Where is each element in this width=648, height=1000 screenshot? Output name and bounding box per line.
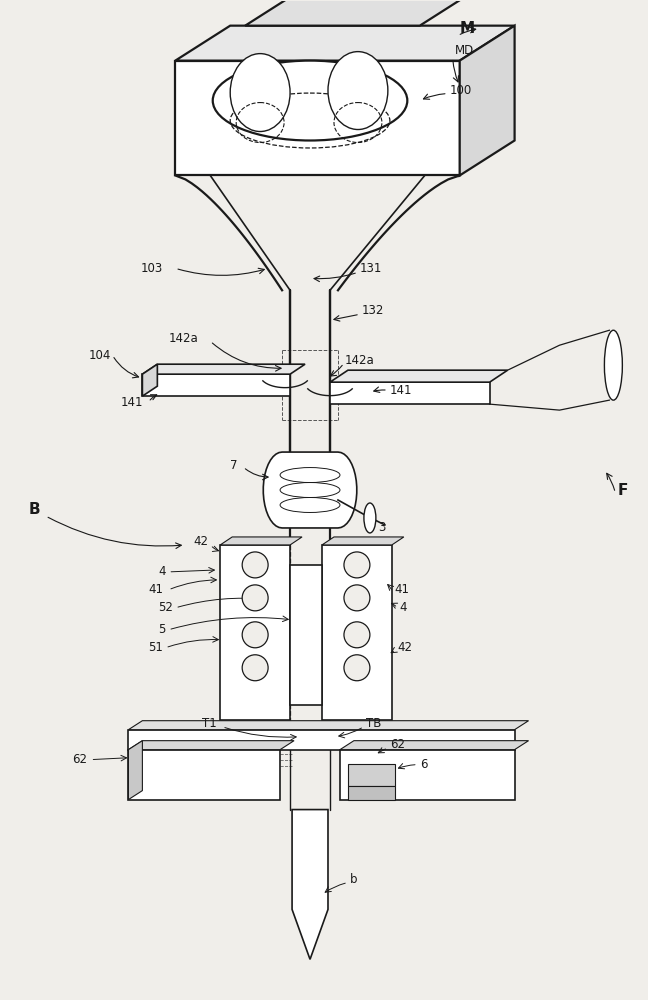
Circle shape bbox=[344, 585, 370, 611]
Text: M: M bbox=[459, 21, 475, 36]
Text: 104: 104 bbox=[89, 349, 111, 362]
Text: 131: 131 bbox=[360, 262, 382, 275]
Ellipse shape bbox=[364, 503, 376, 533]
Polygon shape bbox=[128, 741, 143, 800]
Polygon shape bbox=[220, 537, 302, 545]
Ellipse shape bbox=[230, 54, 290, 132]
Text: 103: 103 bbox=[141, 262, 163, 275]
Polygon shape bbox=[263, 452, 357, 528]
Polygon shape bbox=[348, 786, 395, 800]
Text: 6: 6 bbox=[420, 758, 427, 771]
Polygon shape bbox=[290, 565, 322, 705]
Text: B: B bbox=[29, 502, 40, 517]
Text: 4: 4 bbox=[158, 565, 166, 578]
Ellipse shape bbox=[328, 52, 388, 130]
Text: 61: 61 bbox=[355, 788, 370, 801]
Text: T1: T1 bbox=[202, 717, 217, 730]
Polygon shape bbox=[322, 545, 392, 720]
Text: b: b bbox=[350, 873, 358, 886]
Polygon shape bbox=[128, 730, 515, 750]
Text: 51: 51 bbox=[148, 641, 163, 654]
Polygon shape bbox=[245, 0, 475, 26]
Circle shape bbox=[344, 622, 370, 648]
Polygon shape bbox=[143, 374, 290, 396]
Circle shape bbox=[242, 585, 268, 611]
Polygon shape bbox=[330, 370, 507, 382]
Polygon shape bbox=[292, 810, 328, 959]
Text: 62: 62 bbox=[73, 753, 87, 766]
Polygon shape bbox=[176, 26, 515, 61]
Text: 3: 3 bbox=[378, 521, 386, 534]
Polygon shape bbox=[340, 750, 515, 800]
Text: 41: 41 bbox=[148, 583, 163, 596]
Text: F: F bbox=[618, 483, 628, 498]
Polygon shape bbox=[340, 741, 529, 750]
Polygon shape bbox=[330, 382, 490, 404]
Circle shape bbox=[344, 552, 370, 578]
Polygon shape bbox=[143, 364, 305, 374]
Polygon shape bbox=[128, 721, 529, 730]
Polygon shape bbox=[176, 61, 459, 175]
Text: 7: 7 bbox=[230, 459, 238, 472]
Polygon shape bbox=[459, 26, 515, 175]
Text: 142a: 142a bbox=[168, 332, 198, 345]
Text: 4: 4 bbox=[400, 601, 408, 614]
Text: 41: 41 bbox=[395, 583, 410, 596]
Polygon shape bbox=[322, 537, 404, 545]
Text: MD: MD bbox=[455, 44, 474, 57]
Ellipse shape bbox=[213, 61, 408, 140]
Ellipse shape bbox=[605, 330, 622, 400]
Polygon shape bbox=[128, 741, 294, 750]
Polygon shape bbox=[348, 764, 395, 786]
Text: 132: 132 bbox=[362, 304, 384, 317]
Text: 141: 141 bbox=[390, 384, 412, 397]
Text: 141: 141 bbox=[121, 396, 143, 409]
Circle shape bbox=[242, 622, 268, 648]
Text: 42: 42 bbox=[193, 535, 208, 548]
Text: 52: 52 bbox=[158, 601, 173, 614]
Text: 62: 62 bbox=[390, 738, 405, 751]
Circle shape bbox=[344, 655, 370, 681]
Polygon shape bbox=[143, 364, 157, 396]
Text: 100: 100 bbox=[450, 84, 472, 97]
Circle shape bbox=[242, 552, 268, 578]
Polygon shape bbox=[220, 545, 290, 720]
Text: 5: 5 bbox=[158, 623, 166, 636]
Polygon shape bbox=[128, 750, 280, 800]
Text: 42: 42 bbox=[398, 641, 413, 654]
Text: TB: TB bbox=[366, 717, 381, 730]
Circle shape bbox=[242, 655, 268, 681]
Text: 142a: 142a bbox=[345, 354, 375, 367]
